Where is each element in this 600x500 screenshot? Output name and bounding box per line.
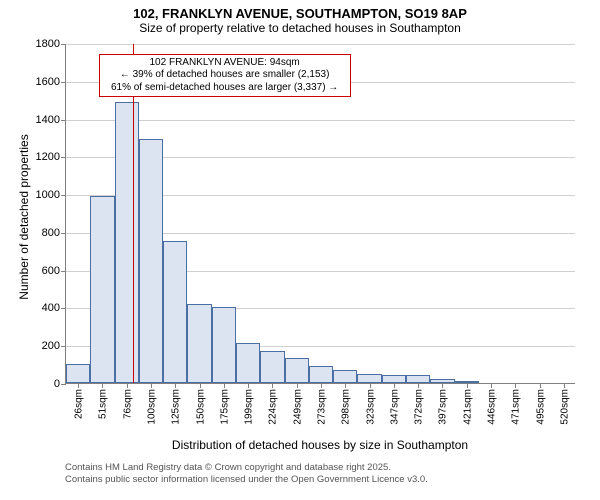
x-tick-label: 51sqm — [96, 389, 109, 419]
x-tick-label: 249sqm — [290, 389, 303, 425]
x-tick-mark — [224, 383, 225, 388]
x-tick-mark — [321, 383, 322, 388]
grid-line — [66, 44, 575, 45]
histogram-bar — [406, 375, 430, 383]
y-tick-label: 800 — [42, 227, 66, 239]
x-tick-label: 495sqm — [533, 389, 546, 425]
x-tick-label: 520sqm — [557, 389, 570, 425]
x-tick-label: 347sqm — [387, 389, 400, 425]
x-tick-mark — [467, 383, 468, 388]
histogram-bar — [90, 196, 114, 383]
x-tick-label: 372sqm — [412, 389, 425, 425]
x-tick-mark — [127, 383, 128, 388]
histogram-bar — [187, 304, 211, 383]
plot-area: 02004006008001000120014001600180026sqm51… — [65, 44, 575, 384]
histogram-bar — [260, 351, 284, 383]
x-tick-label: 471sqm — [509, 389, 522, 425]
histogram-bar — [382, 375, 406, 383]
chart-subtitle: Size of property relative to detached ho… — [0, 21, 600, 39]
y-tick-label: 600 — [42, 265, 66, 277]
y-tick-label: 200 — [42, 340, 66, 352]
annotation-line-1: 102 FRANKLYN AVENUE: 94sqm — [104, 57, 346, 70]
chart-title: 102, FRANKLYN AVENUE, SOUTHAMPTON, SO19 … — [0, 0, 600, 21]
y-tick-label: 1600 — [36, 76, 66, 88]
y-axis-label: Number of detached properties — [17, 117, 31, 317]
x-tick-mark — [272, 383, 273, 388]
x-tick-label: 199sqm — [242, 389, 255, 425]
histogram-bar — [115, 102, 139, 383]
x-tick-mark — [418, 383, 419, 388]
x-tick-mark — [491, 383, 492, 388]
y-tick-label: 1200 — [36, 151, 66, 163]
y-tick-label: 400 — [42, 302, 66, 314]
x-tick-label: 273sqm — [315, 389, 328, 425]
histogram-bar — [357, 374, 381, 383]
annotation-line-2: ← 39% of detached houses are smaller (2,… — [104, 69, 346, 82]
grid-line — [66, 120, 575, 121]
footer-line-2: Contains public sector information licen… — [65, 474, 428, 486]
x-axis-label: Distribution of detached houses by size … — [65, 438, 575, 452]
x-tick-mark — [248, 383, 249, 388]
chart-container: 102, FRANKLYN AVENUE, SOUTHAMPTON, SO19 … — [0, 0, 600, 500]
x-tick-mark — [345, 383, 346, 388]
x-tick-mark — [564, 383, 565, 388]
histogram-bar — [66, 364, 90, 383]
footer-attribution: Contains HM Land Registry data © Crown c… — [65, 462, 428, 486]
annotation-box: 102 FRANKLYN AVENUE: 94sqm← 39% of detac… — [99, 54, 351, 98]
y-tick-label: 1000 — [36, 189, 66, 201]
x-tick-mark — [297, 383, 298, 388]
x-tick-label: 76sqm — [120, 389, 133, 419]
y-tick-label: 1800 — [36, 38, 66, 50]
x-tick-mark — [442, 383, 443, 388]
y-tick-label: 1400 — [36, 114, 66, 126]
histogram-bar — [139, 139, 163, 383]
x-tick-label: 421sqm — [460, 389, 473, 425]
x-tick-mark — [200, 383, 201, 388]
x-tick-mark — [394, 383, 395, 388]
x-tick-mark — [515, 383, 516, 388]
x-tick-mark — [151, 383, 152, 388]
x-tick-label: 446sqm — [485, 389, 498, 425]
x-tick-mark — [78, 383, 79, 388]
histogram-bar — [236, 343, 260, 383]
x-tick-mark — [540, 383, 541, 388]
footer-line-1: Contains HM Land Registry data © Crown c… — [65, 462, 428, 474]
x-tick-mark — [370, 383, 371, 388]
x-tick-label: 150sqm — [193, 389, 206, 425]
x-tick-label: 323sqm — [363, 389, 376, 425]
histogram-bar — [333, 370, 357, 383]
histogram-bar — [212, 307, 236, 383]
x-tick-label: 100sqm — [145, 389, 158, 425]
x-tick-label: 224sqm — [266, 389, 279, 425]
x-tick-label: 397sqm — [436, 389, 449, 425]
x-tick-mark — [175, 383, 176, 388]
annotation-line-3: 61% of semi-detached houses are larger (… — [104, 82, 346, 95]
x-tick-label: 26sqm — [72, 389, 85, 419]
histogram-bar — [309, 366, 333, 383]
x-tick-mark — [102, 383, 103, 388]
histogram-bar — [163, 241, 187, 383]
x-tick-label: 175sqm — [217, 389, 230, 425]
x-tick-label: 298sqm — [339, 389, 352, 425]
histogram-bar — [285, 358, 309, 383]
y-tick-label: 0 — [54, 378, 66, 390]
x-tick-label: 125sqm — [169, 389, 182, 425]
